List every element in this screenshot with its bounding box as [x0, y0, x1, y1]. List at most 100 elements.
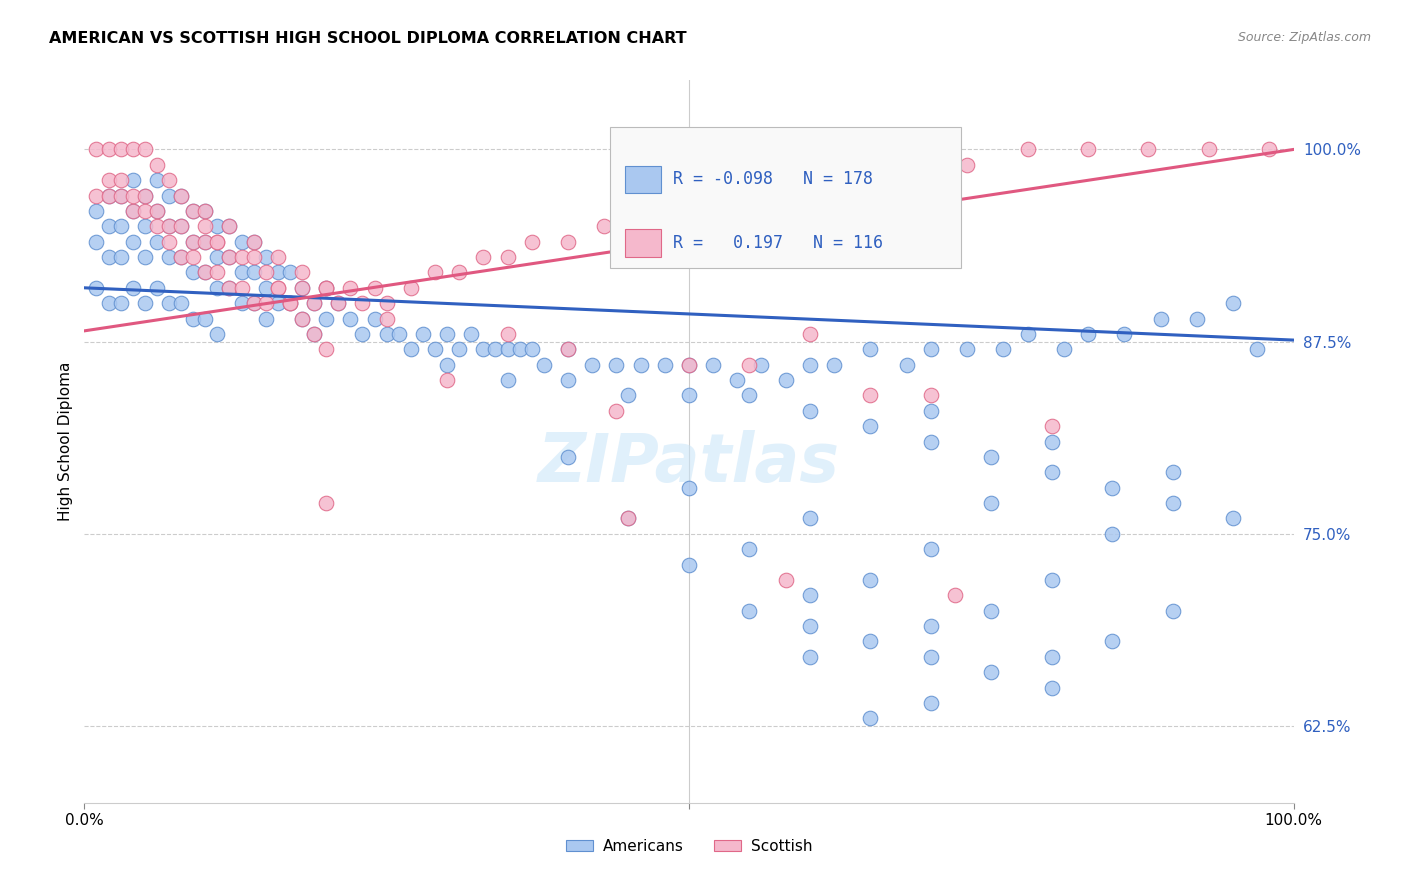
- Point: [751, 188, 773, 202]
- Point: [557, 235, 579, 249]
- Point: [121, 281, 143, 295]
- Point: [738, 604, 761, 618]
- Point: [859, 573, 882, 587]
- Point: [170, 250, 193, 264]
- Point: [375, 311, 398, 326]
- Point: [218, 281, 240, 295]
- Point: [254, 265, 277, 279]
- Point: [1040, 419, 1063, 434]
- Point: [170, 188, 193, 202]
- Point: [1017, 326, 1039, 341]
- Point: [110, 188, 132, 202]
- Point: [170, 188, 193, 202]
- Point: [980, 604, 1002, 618]
- Point: [423, 343, 446, 357]
- Point: [920, 696, 942, 710]
- Point: [86, 235, 108, 249]
- Point: [352, 326, 374, 341]
- Point: [472, 250, 495, 264]
- Point: [291, 281, 314, 295]
- Point: [291, 311, 314, 326]
- Text: R = -0.098   N = 178: R = -0.098 N = 178: [673, 170, 873, 188]
- Point: [1222, 296, 1244, 310]
- Point: [920, 434, 942, 449]
- Point: [678, 358, 700, 372]
- Point: [339, 311, 361, 326]
- Point: [121, 203, 143, 218]
- Point: [231, 265, 253, 279]
- Point: [267, 296, 290, 310]
- Point: [207, 326, 229, 341]
- Point: [799, 404, 821, 418]
- Point: [1017, 143, 1039, 157]
- Point: [1161, 465, 1184, 479]
- Point: [86, 143, 108, 157]
- Point: [121, 203, 143, 218]
- Point: [352, 296, 374, 310]
- Point: [267, 281, 290, 295]
- Point: [194, 235, 217, 249]
- Point: [1114, 326, 1136, 341]
- Point: [665, 203, 688, 218]
- Point: [157, 250, 180, 264]
- Point: [134, 188, 156, 202]
- Point: [557, 343, 579, 357]
- Point: [242, 296, 264, 310]
- Point: [920, 619, 942, 633]
- Point: [207, 265, 229, 279]
- Point: [363, 281, 385, 295]
- Point: [1101, 526, 1123, 541]
- Point: [496, 326, 519, 341]
- Text: R =   0.197   N = 116: R = 0.197 N = 116: [673, 234, 883, 252]
- Point: [110, 219, 132, 234]
- Point: [254, 250, 277, 264]
- Point: [302, 296, 325, 310]
- Point: [472, 343, 495, 357]
- Point: [181, 235, 204, 249]
- Point: [157, 296, 180, 310]
- Point: [170, 250, 193, 264]
- Point: [181, 311, 204, 326]
- Point: [146, 203, 169, 218]
- Point: [738, 542, 761, 557]
- Point: [278, 296, 301, 310]
- Point: [775, 373, 797, 387]
- Point: [1246, 343, 1268, 357]
- Point: [302, 326, 325, 341]
- Point: [242, 235, 264, 249]
- Point: [134, 188, 156, 202]
- Point: [1077, 143, 1099, 157]
- Point: [315, 496, 337, 510]
- Point: [799, 619, 821, 633]
- Point: [460, 326, 482, 341]
- Point: [134, 219, 156, 234]
- Point: [799, 649, 821, 664]
- Point: [121, 143, 143, 157]
- Point: [134, 296, 156, 310]
- Point: [859, 419, 882, 434]
- Point: [121, 235, 143, 249]
- Point: [702, 188, 724, 202]
- Point: [291, 311, 314, 326]
- Point: [146, 235, 169, 249]
- Point: [859, 388, 882, 402]
- Point: [231, 235, 253, 249]
- Point: [315, 311, 337, 326]
- Point: [436, 373, 458, 387]
- Point: [436, 326, 458, 341]
- Point: [110, 250, 132, 264]
- Point: [799, 326, 821, 341]
- Point: [134, 250, 156, 264]
- Point: [436, 358, 458, 372]
- Point: [1185, 311, 1208, 326]
- Point: [593, 219, 616, 234]
- Point: [920, 542, 942, 557]
- Point: [496, 343, 519, 357]
- Point: [97, 219, 120, 234]
- Point: [799, 511, 821, 525]
- Point: [980, 665, 1002, 680]
- Point: [291, 265, 314, 279]
- Point: [1040, 434, 1063, 449]
- Point: [799, 588, 821, 602]
- Point: [751, 358, 773, 372]
